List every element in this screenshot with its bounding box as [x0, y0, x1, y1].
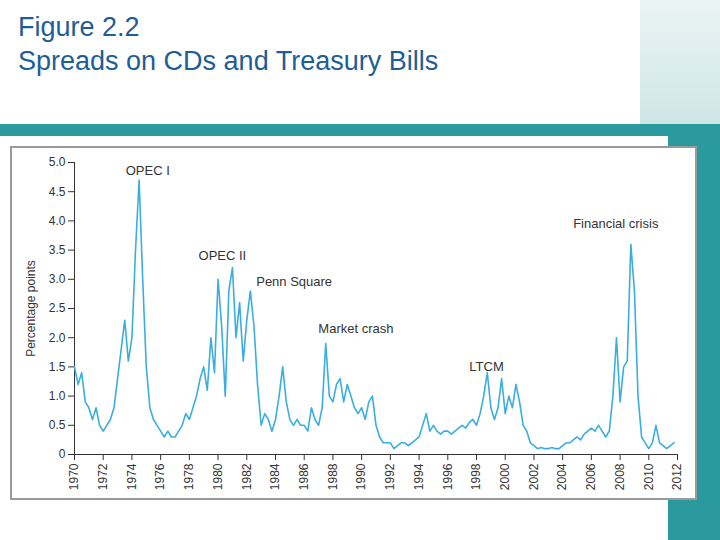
svg-text:1986: 1986	[297, 463, 311, 490]
svg-text:2002: 2002	[527, 463, 541, 490]
svg-text:1970: 1970	[67, 463, 81, 490]
svg-text:1998: 1998	[469, 463, 483, 490]
svg-text:2006: 2006	[584, 463, 598, 490]
html-text:Spreads on CDs and Treasury Bi: Spreads on CDs and Treasury Bills	[18, 46, 439, 76]
svg-text:5.0: 5.0	[49, 155, 66, 169]
svg-text:1994: 1994	[412, 463, 426, 490]
svg-text:Market crash: Market crash	[318, 321, 393, 336]
svg-text:1982: 1982	[240, 463, 254, 490]
svg-text:Penn Square: Penn Square	[256, 274, 332, 289]
svg-text:OPEC II: OPEC II	[199, 248, 247, 263]
html-text:Figure 2.2: Figure 2.2	[18, 12, 140, 42]
svg-text:2008: 2008	[613, 463, 627, 490]
svg-text:1.0: 1.0	[49, 389, 66, 403]
svg-text:OPEC I: OPEC I	[126, 163, 170, 178]
svg-text:1984: 1984	[268, 463, 282, 490]
svg-text:0: 0	[59, 447, 66, 461]
svg-text:1992: 1992	[383, 463, 397, 490]
svg-text:2012: 2012	[670, 463, 684, 490]
svg-text:4.5: 4.5	[49, 185, 66, 199]
svg-text:2.0: 2.0	[49, 331, 66, 345]
svg-text:1988: 1988	[326, 463, 340, 490]
svg-text:Financial crisis: Financial crisis	[573, 216, 659, 231]
svg-text:LTCM: LTCM	[469, 359, 503, 374]
svg-text:2004: 2004	[555, 463, 569, 490]
svg-text:1996: 1996	[441, 463, 455, 490]
svg-text:1978: 1978	[182, 463, 196, 490]
svg-text:1976: 1976	[153, 463, 167, 490]
svg-text:3.5: 3.5	[49, 243, 66, 257]
svg-text:1990: 1990	[354, 463, 368, 490]
svg-text:Percentage points: Percentage points	[24, 260, 38, 357]
svg-text:1.5: 1.5	[49, 360, 66, 374]
svg-text:4.0: 4.0	[49, 214, 66, 228]
svg-text:1980: 1980	[211, 463, 225, 490]
svg-text:2000: 2000	[498, 463, 512, 490]
svg-text:0.5: 0.5	[49, 418, 66, 432]
svg-text:1974: 1974	[125, 463, 139, 490]
svg-text:1972: 1972	[96, 463, 110, 490]
svg-text:2.5: 2.5	[49, 301, 66, 315]
svg-text:2010: 2010	[642, 463, 656, 490]
svg-text:3.0: 3.0	[49, 272, 66, 286]
